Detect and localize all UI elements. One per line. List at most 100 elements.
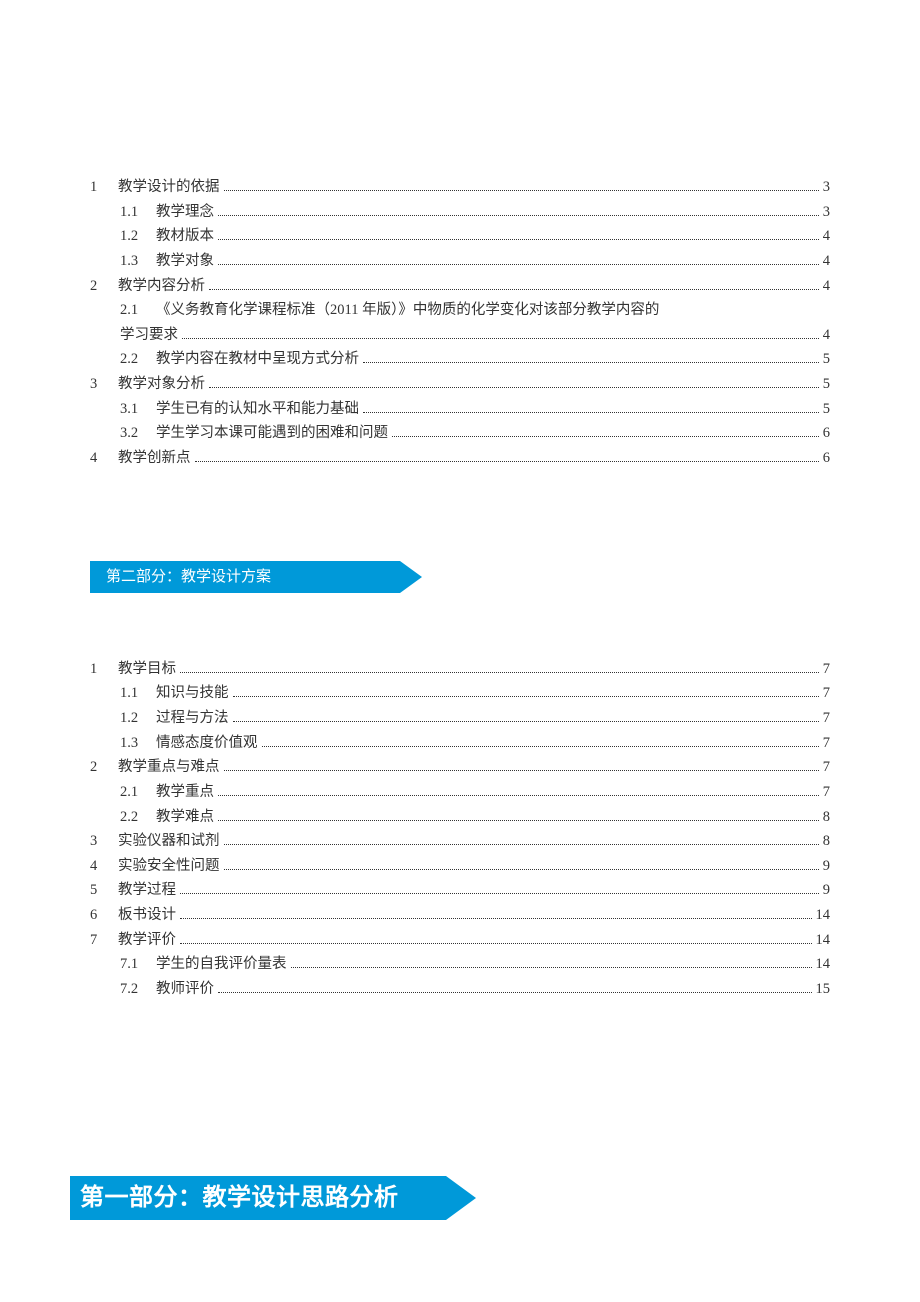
toc-title: 情感态度价值观 xyxy=(156,731,258,756)
toc-page-number: 7 xyxy=(823,657,830,682)
toc-entry: 4教学创新点6 xyxy=(90,446,830,471)
toc-page-number: 5 xyxy=(823,397,830,422)
banner-section-2-text: 第二部分：教学设计方案 xyxy=(106,561,271,593)
toc-number: 3.1 xyxy=(120,397,156,422)
toc-leader-dots xyxy=(218,264,819,265)
toc-number: 1.2 xyxy=(120,706,156,731)
toc-page-number: 3 xyxy=(823,200,830,225)
toc-page-number: 15 xyxy=(816,977,831,1002)
toc-page-number: 6 xyxy=(823,446,830,471)
toc-entry: 1.3情感态度价值观 7 xyxy=(120,731,830,756)
toc-title: 教学目标 xyxy=(118,657,176,682)
toc-leader-dots xyxy=(363,412,819,413)
toc-leader-dots xyxy=(224,770,819,771)
toc-title: 教师评价 xyxy=(156,977,214,1002)
toc-number: 1 xyxy=(90,657,118,682)
toc-leader-dots xyxy=(392,436,819,437)
toc-page-number: 14 xyxy=(816,928,831,953)
toc-entry: 1.1知识与技能 7 xyxy=(120,681,830,706)
toc-title: 教学设计的依据 xyxy=(118,175,220,200)
toc-number: 1 xyxy=(90,175,118,200)
toc-leader-dots xyxy=(218,820,819,821)
toc-number: 1.2 xyxy=(120,224,156,249)
toc-leader-dots xyxy=(180,918,812,919)
toc-entry: 5教学过程 9 xyxy=(90,878,830,903)
toc-page-number: 8 xyxy=(823,829,830,854)
toc-leader-dots xyxy=(291,967,812,968)
toc-title: 过程与方法 xyxy=(156,706,229,731)
toc-title: 实验仪器和试剂 xyxy=(118,829,220,854)
toc-leader-dots xyxy=(218,992,812,993)
toc-page-number: 7 xyxy=(823,755,830,780)
toc-title: 学生已有的认知水平和能力基础 xyxy=(156,397,359,422)
toc-page-number: 14 xyxy=(816,952,831,977)
toc-leader-dots xyxy=(180,672,819,673)
toc-number: 1.3 xyxy=(120,731,156,756)
toc-number: 3 xyxy=(90,372,118,397)
banner-arrow-icon xyxy=(446,1176,476,1220)
toc-entry: 2.1教学重点7 xyxy=(120,780,830,805)
toc-entry: 2.2教学难点 8 xyxy=(120,805,830,830)
toc-page-number: 5 xyxy=(823,347,830,372)
toc-title: 教学对象分析 xyxy=(118,372,205,397)
toc-title: 实验安全性问题 xyxy=(118,854,220,879)
toc-title: 教学内容在教材中呈现方式分析 xyxy=(156,347,359,372)
toc-entry: 3教学对象分析5 xyxy=(90,372,830,397)
toc-entry: 3.2学生学习本课可能遇到的困难和问题 6 xyxy=(120,421,830,446)
toc-leader-dots xyxy=(363,362,819,363)
toc-page-number: 3 xyxy=(823,175,830,200)
toc-entry: 1教学设计的依据 3 xyxy=(90,175,830,200)
toc-number: 7.2 xyxy=(120,977,156,1002)
toc-number: 3 xyxy=(90,829,118,854)
toc-number: 2.2 xyxy=(120,805,156,830)
toc-page-number: 8 xyxy=(823,805,830,830)
toc-title: 教学难点 xyxy=(156,805,214,830)
toc-page-number: 7 xyxy=(823,731,830,756)
toc-title: 教学内容分析 xyxy=(118,274,205,299)
toc-number: 4 xyxy=(90,446,118,471)
toc-page-number: 7 xyxy=(823,681,830,706)
banner-section-1: 第一部分：教学设计思路分析 xyxy=(70,1176,482,1220)
toc-number: 7 xyxy=(90,928,118,953)
toc-title: 教学重点与难点 xyxy=(118,755,220,780)
toc-leader-dots xyxy=(180,943,812,944)
toc-page-number: 4 xyxy=(823,249,830,274)
toc-leader-dots xyxy=(195,461,819,462)
toc-title: 学生学习本课可能遇到的困难和问题 xyxy=(156,421,388,446)
toc-leader-dots xyxy=(209,387,819,388)
toc-title: 知识与技能 xyxy=(156,681,229,706)
toc-number: 1.1 xyxy=(120,200,156,225)
toc-title: 教学对象 xyxy=(156,249,214,274)
toc-number: 1.1 xyxy=(120,681,156,706)
banner-arrow-icon xyxy=(400,561,422,593)
toc-page-number: 9 xyxy=(823,878,830,903)
toc-leader-dots xyxy=(218,215,819,216)
toc-number: 2.1 xyxy=(120,780,156,805)
toc-number: 2.2 xyxy=(120,347,156,372)
toc-entry: 6板书设计14 xyxy=(90,903,830,928)
toc-entry: 2教学内容分析4 xyxy=(90,274,830,299)
toc-number: 2 xyxy=(90,755,118,780)
toc-page-number: 6 xyxy=(823,421,830,446)
toc-leader-dots xyxy=(218,795,819,796)
toc-number: 6 xyxy=(90,903,118,928)
toc-leader-dots xyxy=(182,338,819,339)
toc-title: 教学过程 xyxy=(118,878,176,903)
toc-title: 学生的自我评价量表 xyxy=(156,952,287,977)
banner-section-1-text: 第一部分：教学设计思路分析 xyxy=(80,1176,399,1220)
toc-leader-dots xyxy=(233,721,819,722)
toc-leader-dots xyxy=(224,869,819,870)
toc-title: 教材版本 xyxy=(156,224,214,249)
toc-entry: 7.2教师评价 15 xyxy=(120,977,830,1002)
toc-number: 3.2 xyxy=(120,421,156,446)
toc-leader-dots xyxy=(224,844,819,845)
toc-leader-dots xyxy=(218,239,819,240)
toc-entry: 7教学评价14 xyxy=(90,928,830,953)
toc-number: 5 xyxy=(90,878,118,903)
toc-number: 2 xyxy=(90,274,118,299)
toc-entry: 2教学重点与难点 7 xyxy=(90,755,830,780)
toc-leader-dots xyxy=(209,289,819,290)
toc-entry: 1.2过程与方法7 xyxy=(120,706,830,731)
toc-number: 2.1 xyxy=(120,298,156,323)
toc-entry: 4实验安全性问题9 xyxy=(90,854,830,879)
